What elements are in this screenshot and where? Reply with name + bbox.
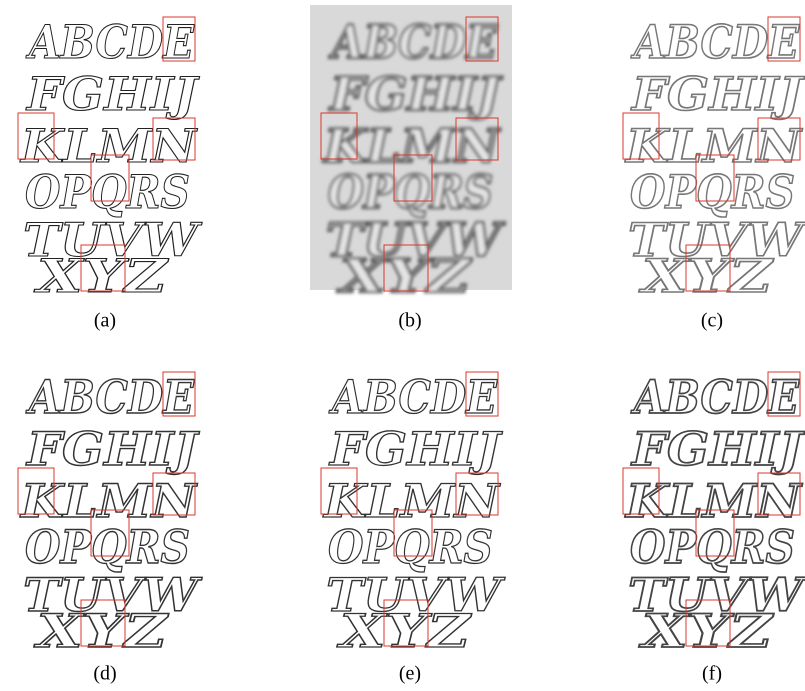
letter-row: XYZ: [336, 604, 472, 658]
letter-row: XYZ: [33, 604, 169, 658]
letter-row: OPQRS: [328, 165, 493, 219]
panel-caption: (d): [93, 663, 116, 685]
letter-row: XYZ: [638, 604, 774, 658]
letter-row: OPQRS: [328, 520, 493, 574]
letter-row: OPQRS: [25, 165, 190, 219]
panel-caption: (b): [398, 310, 421, 332]
panel-caption: (a): [94, 310, 116, 332]
letter-row: OPQRS: [630, 520, 795, 574]
panel-caption: (f): [702, 663, 722, 685]
letter-row: OPQRS: [630, 165, 795, 219]
letter-row: XYZ: [638, 249, 774, 303]
letter-row: OPQRS: [25, 520, 190, 574]
letter-row: XYZ: [33, 249, 169, 303]
letter-row: XYZ: [336, 249, 472, 303]
panel-caption: (e): [399, 663, 421, 685]
figure: ABCDEFGHIJKLMNOPQRSTUVWXYZ (a) ABCDEFGHIJK…: [0, 0, 805, 691]
panel-caption: (c): [701, 310, 723, 332]
